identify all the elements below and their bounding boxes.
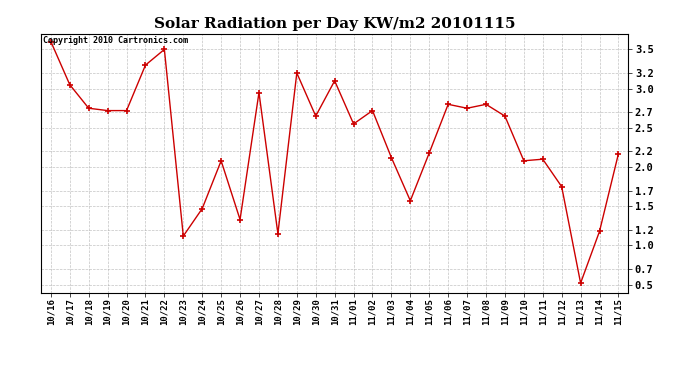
- Title: Solar Radiation per Day KW/m2 20101115: Solar Radiation per Day KW/m2 20101115: [154, 17, 515, 31]
- Text: Copyright 2010 Cartronics.com: Copyright 2010 Cartronics.com: [43, 36, 188, 45]
